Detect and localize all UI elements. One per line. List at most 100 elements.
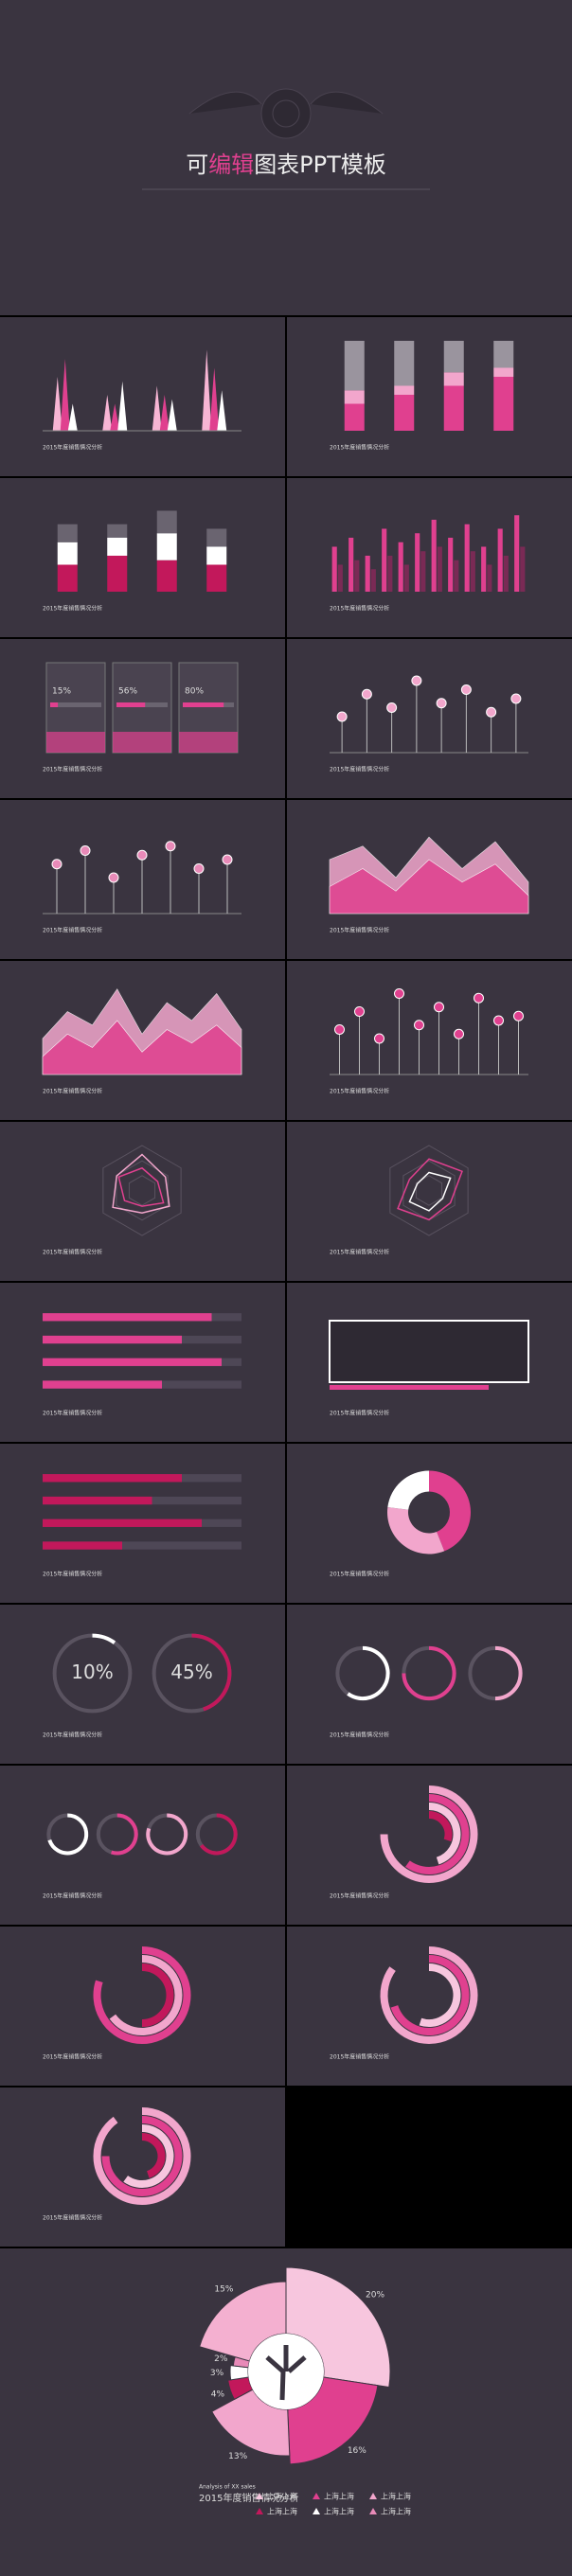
- legend-marker: [313, 2508, 320, 2514]
- caption: 2015年度销售情况分析: [330, 2053, 389, 2061]
- bar: [43, 1313, 212, 1322]
- card-footer: [46, 732, 105, 753]
- bar: [337, 564, 343, 592]
- caption: 2015年度销售情况分析: [43, 2214, 102, 2222]
- spike: [209, 367, 220, 431]
- bar-segment: [107, 524, 128, 538]
- card-value: 15%: [52, 687, 71, 697]
- caption: 2015年度销售情况分析: [330, 766, 389, 773]
- bar-segment: [493, 377, 514, 431]
- slide: [0, 478, 285, 637]
- title-slide: [0, 0, 572, 315]
- legend-marker: [256, 2508, 263, 2514]
- caption: 2015年度销售情况分析: [43, 1732, 102, 1739]
- lollipop-head: [513, 1010, 524, 1022]
- bar-segment: [156, 533, 177, 560]
- caption: 2015年度销售情况分析: [43, 605, 102, 613]
- chart-title: 2015年度销售情况分析: [199, 2492, 298, 2504]
- bar: [370, 569, 376, 592]
- title-part: 可: [186, 151, 208, 178]
- bar-segment: [443, 341, 464, 373]
- caption: 2015年度销售情况分析: [330, 1249, 389, 1256]
- lollipop-head: [361, 688, 372, 700]
- spike: [159, 395, 170, 431]
- rose-label: 15%: [214, 2284, 233, 2294]
- radar-grid: [415, 1175, 443, 1206]
- radar-grid: [128, 1175, 156, 1206]
- bar: [398, 542, 403, 592]
- bar: [331, 546, 337, 592]
- caption: 2015年度销售情况分析: [330, 1732, 389, 1739]
- bar: [43, 1335, 182, 1344]
- lollipop-head: [51, 859, 63, 870]
- lollipop-head: [434, 1002, 444, 1013]
- lollipop-head: [336, 711, 348, 722]
- bar: [481, 546, 487, 592]
- bar: [437, 546, 442, 592]
- subtitle: Analysis of XX sales: [199, 2484, 256, 2491]
- slide: [0, 317, 285, 476]
- empty-cell: [287, 2087, 572, 2247]
- donut-slice: [387, 1506, 445, 1554]
- radial-arc: [419, 1963, 461, 2027]
- card-footer: [179, 732, 238, 753]
- rose-label: 3%: [210, 2369, 224, 2378]
- lollipop-head: [394, 988, 404, 999]
- ring: [402, 1645, 456, 1701]
- bar-segment: [344, 403, 365, 431]
- card-footer: [113, 732, 171, 753]
- legend-marker: [369, 2493, 377, 2499]
- lollipop-head: [474, 992, 484, 1004]
- rose-label: 2%: [214, 2354, 228, 2364]
- radar-grid: [389, 1145, 469, 1236]
- radial-arc: [141, 1963, 174, 2027]
- radial-arc: [380, 1785, 478, 1883]
- caption: 2015年度销售情况分析: [43, 444, 102, 452]
- bar-segment: [443, 372, 464, 386]
- bar-segment: [107, 538, 128, 556]
- legend-marker: [256, 2493, 263, 2499]
- radial-arc: [93, 1946, 191, 2044]
- slide: [287, 317, 572, 476]
- rose-label: 13%: [228, 2452, 247, 2461]
- legend-label: 上海上海: [381, 2492, 411, 2501]
- legend-label: 上海上海: [324, 2507, 354, 2516]
- bar: [354, 560, 360, 592]
- bar-segment: [394, 395, 415, 431]
- lollipop-head: [454, 1028, 464, 1039]
- bar-segment: [57, 542, 78, 565]
- spike: [52, 377, 63, 431]
- bar: [43, 1519, 202, 1527]
- ring: [92, 1633, 116, 1644]
- lollipop-head: [222, 854, 233, 865]
- title-part: 图表PPT模板: [254, 151, 386, 178]
- legend-label: 上海上海: [267, 2507, 297, 2516]
- caption: 2015年度销售情况分析: [330, 605, 389, 613]
- spike: [67, 403, 78, 431]
- radial-arc: [101, 2116, 183, 2196]
- lollipop-head: [108, 872, 119, 883]
- legend-marker: [369, 2508, 377, 2514]
- caption: 2015年度销售情况分析: [43, 1249, 102, 1256]
- bar: [403, 564, 409, 592]
- card-bar: [116, 702, 146, 707]
- bar: [514, 515, 520, 592]
- bar: [487, 564, 492, 592]
- bar-segment: [394, 385, 415, 395]
- caption: 2015年度销售情况分析: [330, 927, 389, 934]
- card-value: 56%: [118, 687, 137, 697]
- legend-marker: [313, 2493, 320, 2499]
- spike: [110, 403, 120, 431]
- caption: 2015年度销售情况分析: [43, 927, 102, 934]
- rose-slice: [229, 2365, 250, 2381]
- lollipop-head: [193, 863, 205, 874]
- radar-grid: [102, 1145, 182, 1236]
- caption: 2015年度销售情况分析: [330, 444, 389, 452]
- radar-shape: [112, 1153, 170, 1215]
- radial-arc: [109, 1955, 183, 2035]
- caption: 2015年度销售情况分析: [330, 1571, 389, 1578]
- rose-label: 20%: [366, 2291, 384, 2301]
- slide: [287, 1444, 572, 1603]
- ring: [110, 1813, 138, 1856]
- slide: [287, 961, 572, 1120]
